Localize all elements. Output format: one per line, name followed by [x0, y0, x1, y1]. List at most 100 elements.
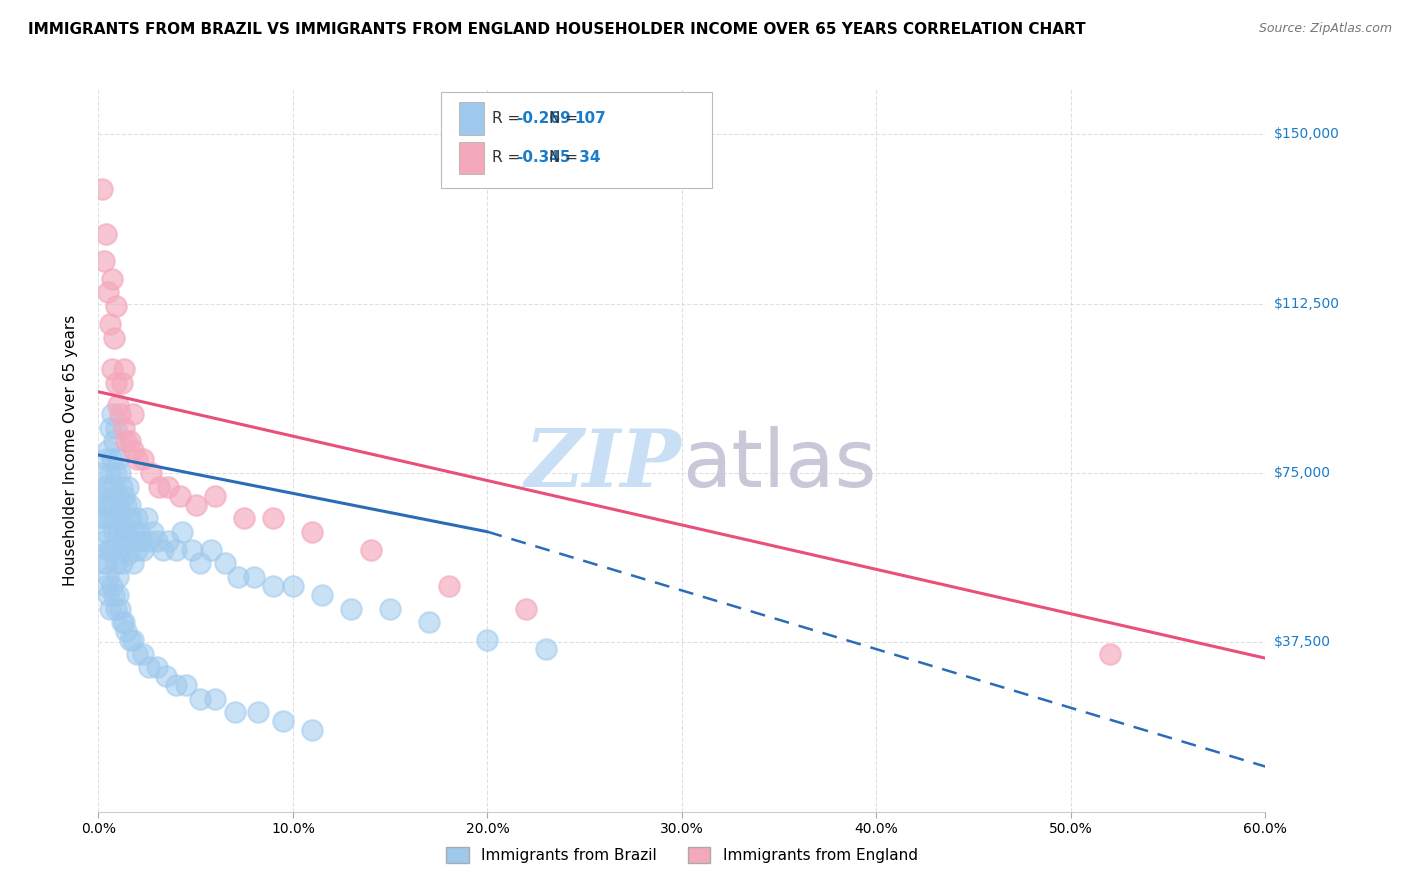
Point — [101, 498, 124, 512]
Text: N =: N = — [548, 111, 582, 126]
Point — [114, 434, 136, 449]
Point — [184, 498, 207, 512]
Point — [112, 524, 135, 539]
Point — [437, 579, 460, 593]
Point — [301, 524, 323, 539]
Point — [112, 362, 135, 376]
Point — [262, 511, 284, 525]
Point — [360, 542, 382, 557]
Point — [111, 480, 134, 494]
Point — [98, 421, 121, 435]
Point — [228, 570, 250, 584]
Point — [138, 660, 160, 674]
Point — [515, 601, 537, 615]
Point — [132, 452, 155, 467]
Point — [1098, 647, 1121, 661]
Text: N =: N = — [548, 151, 582, 166]
Point — [118, 434, 141, 449]
Point — [132, 542, 155, 557]
Point — [114, 498, 136, 512]
Point — [104, 557, 127, 571]
Point — [174, 678, 197, 692]
Point — [188, 557, 211, 571]
Point — [122, 524, 145, 539]
Point — [148, 480, 170, 494]
Text: 34: 34 — [574, 151, 600, 166]
Point — [104, 299, 127, 313]
Point — [91, 511, 114, 525]
Point — [204, 489, 226, 503]
Point — [96, 452, 118, 467]
Point — [96, 557, 118, 571]
Point — [107, 489, 129, 503]
Point — [114, 533, 136, 548]
Point — [108, 547, 131, 561]
Point — [107, 570, 129, 584]
Point — [97, 285, 120, 300]
Text: atlas: atlas — [682, 425, 876, 504]
Text: R =: R = — [492, 111, 526, 126]
Point — [200, 542, 222, 557]
Point — [271, 714, 294, 729]
Y-axis label: Householder Income Over 65 years: Householder Income Over 65 years — [63, 315, 77, 586]
Point — [169, 489, 191, 503]
Point — [96, 227, 118, 241]
Point — [127, 542, 149, 557]
Point — [104, 466, 127, 480]
Point — [165, 678, 187, 692]
Point — [108, 502, 131, 516]
Point — [89, 489, 111, 503]
Point — [97, 588, 120, 602]
Point — [311, 588, 333, 602]
Point — [114, 624, 136, 639]
Point — [103, 588, 125, 602]
Point — [233, 511, 256, 525]
Point — [281, 579, 304, 593]
Point — [97, 498, 120, 512]
Point — [301, 723, 323, 738]
Point — [117, 511, 139, 525]
Point — [111, 516, 134, 530]
Point — [103, 330, 125, 344]
Text: ZIP: ZIP — [524, 426, 682, 504]
Text: Source: ZipAtlas.com: Source: ZipAtlas.com — [1258, 22, 1392, 36]
Point — [155, 669, 177, 683]
Point — [224, 706, 246, 720]
Point — [101, 362, 124, 376]
Point — [93, 557, 115, 571]
Point — [96, 524, 118, 539]
Point — [97, 443, 120, 458]
Point — [97, 570, 120, 584]
Text: R =: R = — [492, 151, 526, 166]
Point — [127, 452, 149, 467]
Point — [118, 533, 141, 548]
Point — [204, 691, 226, 706]
Point — [157, 533, 180, 548]
Point — [101, 452, 124, 467]
Point — [101, 407, 124, 421]
Point — [122, 443, 145, 458]
Text: $150,000: $150,000 — [1274, 128, 1340, 141]
Point — [103, 434, 125, 449]
Point — [117, 547, 139, 561]
Point — [104, 421, 127, 435]
Point — [107, 398, 129, 412]
Point — [246, 706, 269, 720]
Point — [128, 524, 150, 539]
Text: -0.345: -0.345 — [516, 151, 571, 166]
Point — [101, 579, 124, 593]
Point — [108, 407, 131, 421]
Point — [112, 489, 135, 503]
Point — [93, 498, 115, 512]
Point — [91, 466, 114, 480]
Point — [107, 524, 129, 539]
Point — [101, 542, 124, 557]
Point — [96, 511, 118, 525]
Text: $75,000: $75,000 — [1274, 466, 1330, 480]
Point — [93, 533, 115, 548]
Point — [380, 601, 402, 615]
Point — [97, 480, 120, 494]
Point — [262, 579, 284, 593]
Point — [132, 647, 155, 661]
Point — [138, 533, 160, 548]
